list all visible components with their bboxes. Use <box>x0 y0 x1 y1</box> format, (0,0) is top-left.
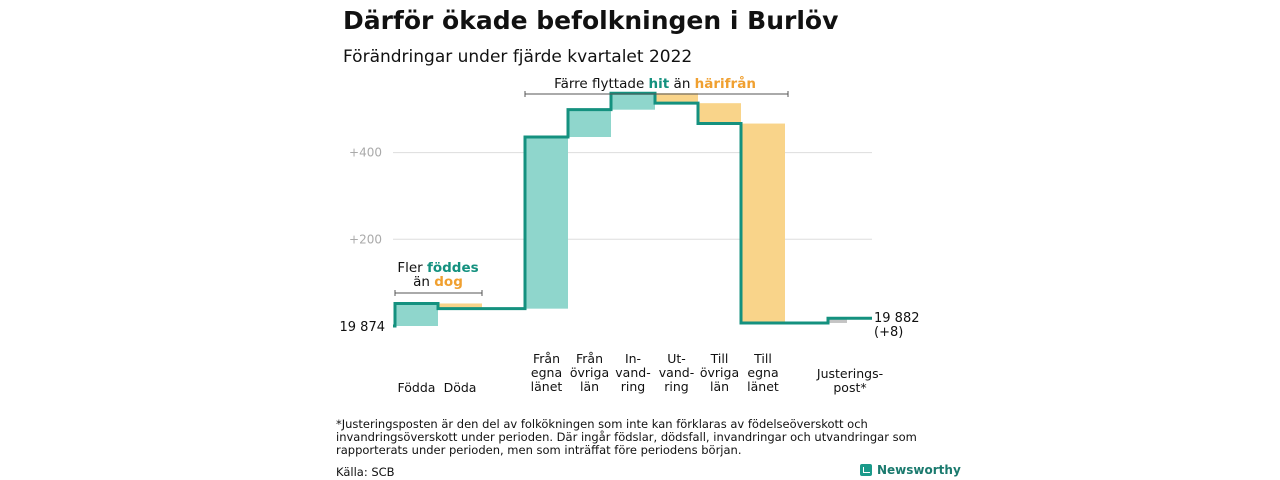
bar <box>828 318 847 323</box>
annotation-deaths: än dog <box>413 274 463 290</box>
annotation-migration: Färre flyttade hit än härifrån <box>554 75 756 92</box>
category-label: övriga <box>570 365 609 380</box>
bar <box>741 123 785 323</box>
brand-name: Newsworthy <box>877 463 961 477</box>
category-label: ring <box>664 379 688 394</box>
category-label: Justerings- <box>816 366 883 381</box>
end-value-label: 19 882 <box>874 311 920 326</box>
source-label: Källa: SCB <box>336 465 395 479</box>
bar <box>525 136 568 309</box>
category-label: Döda <box>444 380 477 395</box>
chart-subtitle: Förändringar under fjärde kvartalet 2022 <box>343 47 693 67</box>
footnote: *Justeringsposten är den del av folkökni… <box>336 417 917 457</box>
bar <box>568 109 611 137</box>
category-label: övriga <box>700 365 739 380</box>
start-value-label: 19 874 <box>340 320 386 335</box>
category-label: länet <box>531 379 563 394</box>
bar <box>438 303 482 309</box>
bar <box>655 93 698 104</box>
category-label: Till <box>710 351 729 366</box>
category-label: Ut- <box>667 351 686 366</box>
chart-title: Därför ökade befolkningen i Burlöv <box>343 6 839 35</box>
category-label: post* <box>833 380 866 395</box>
brand-logo[interactable]: Newsworthy <box>860 463 961 477</box>
annotation-births: Fler föddes <box>397 260 478 276</box>
series-line <box>393 91 872 328</box>
newsworthy-icon <box>860 464 872 476</box>
bar <box>611 93 655 110</box>
bar <box>698 103 741 124</box>
category-label: Från <box>576 351 603 366</box>
y-tick-label: +400 <box>349 146 382 160</box>
category-label: Till <box>753 351 772 366</box>
category-label: länet <box>747 379 779 394</box>
bar <box>395 303 438 326</box>
category-label: län <box>580 379 599 394</box>
category-label: In- <box>625 351 641 366</box>
category-label: vand- <box>659 365 694 380</box>
category-label: egna <box>531 365 562 380</box>
y-tick-label: +200 <box>349 232 382 246</box>
end-change-label: (+8) <box>874 325 903 340</box>
category-label: län <box>710 379 729 394</box>
category-label: vand- <box>615 365 650 380</box>
category-label: ring <box>621 379 645 394</box>
category-label: Från <box>533 351 560 366</box>
category-label: Födda <box>398 380 436 395</box>
category-label: egna <box>747 365 778 380</box>
